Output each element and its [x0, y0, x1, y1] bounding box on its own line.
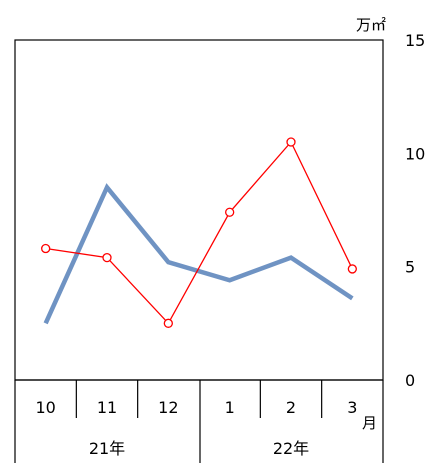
year-group-label: 22年 — [273, 439, 309, 458]
month-labels: 10 11 12 1 2 3 — [35, 398, 357, 417]
data-point-marker — [163, 318, 173, 328]
x-tick-label: 3 — [347, 398, 357, 417]
y-tick-label: 10 — [405, 144, 425, 163]
y-unit-label: 万㎡ — [356, 16, 386, 34]
month-dividers — [75, 380, 323, 418]
x-tick-label: 10 — [35, 398, 55, 417]
x-tick-label: 12 — [158, 398, 178, 417]
y-tick-labels: 0 5 10 15 — [405, 31, 425, 390]
x-tick-label: 2 — [286, 398, 296, 417]
y-tick-label: 5 — [405, 258, 415, 277]
plot-area-frame — [14, 39, 384, 381]
series-line-red — [45, 140, 353, 325]
year-labels: 21年 22年 — [89, 439, 309, 458]
x-unit-label: 月 — [362, 414, 377, 432]
series-layer — [41, 137, 357, 328]
y-tick-label: 0 — [405, 371, 415, 390]
x-tick-label: 11 — [97, 398, 117, 417]
data-point-marker — [225, 207, 235, 217]
x-tick-label: 1 — [225, 398, 235, 417]
series-line-blue — [43, 183, 354, 325]
data-point-marker — [286, 137, 296, 147]
data-point-marker — [347, 264, 357, 274]
data-point-marker — [102, 252, 112, 263]
data-point-marker — [41, 243, 51, 254]
year-group-label: 21年 — [89, 439, 125, 458]
y-tick-label: 15 — [405, 31, 425, 50]
